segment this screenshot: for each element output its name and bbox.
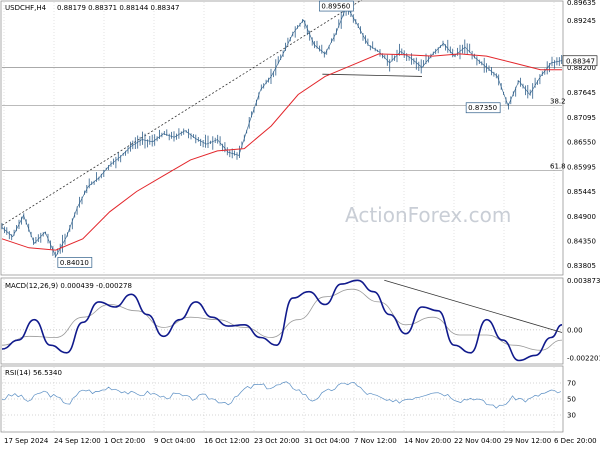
trend-line [1, 0, 363, 226]
price-axis: 0.89635 0.89245 0.88200 0.87645 0.87095 0.865… [567, 0, 596, 270]
price-tick-label: 0.83805 [567, 262, 596, 270]
price-callout-box [57, 257, 93, 268]
macd-trend-line [384, 279, 563, 333]
time-tick-label: 7 Nov 12:00 [354, 437, 397, 445]
price-tick-label: 0.87645 [567, 89, 596, 97]
rsi-tick-label: 50 [567, 396, 576, 404]
trend-line [322, 73, 423, 77]
time-tick-label: 24 Sep 12:00 [54, 437, 101, 445]
time-tick-label: 17 Sep 2024 [4, 437, 49, 445]
macd-tick-label: 0.00 [567, 326, 583, 334]
time-tick-label: 16 Oct 12:00 [204, 437, 250, 445]
fib-label: 38.2 [550, 98, 566, 106]
price-callout-box [319, 0, 354, 12]
price-tick-label: 0.85995 [567, 163, 596, 171]
time-tick-label: 6 Dec 20:00 [554, 437, 597, 445]
rsi-line [1, 381, 562, 409]
price-tick-label: 0.86550 [567, 138, 596, 146]
time-tick-label: 29 Nov 12:00 [504, 437, 551, 445]
price-callout-label: 0.87350 [468, 104, 497, 112]
macd-pane [0, 277, 564, 365]
rsi-axis: 70 50 30 [567, 380, 576, 420]
price-tick-label: 0.87095 [567, 114, 596, 122]
time-tick-label: 31 Oct 04:00 [304, 437, 350, 445]
price-line [1, 5, 563, 258]
price-callout-box [465, 102, 501, 114]
time-tick-label: 1 Oct 20:00 [104, 437, 145, 445]
ohlc-label: 0.88179 0.88371 0.88144 0.88347 [57, 4, 179, 12]
time-tick-label: 14 Nov 20:00 [404, 437, 451, 445]
price-series [1, 0, 563, 258]
time-axis: 17 Sep 2024 24 Sep 12:00 1 Oct 20:00 9 Oct … [4, 437, 597, 445]
time-tick-label: 22 Nov 04:00 [454, 437, 501, 445]
macd-header: MACD(12,26,9) 0.000439 -0.000278 [5, 282, 132, 290]
watermark: ActionForex.com [345, 203, 511, 227]
time-tick-label: 9 Oct 04:00 [154, 437, 195, 445]
rsi-header: RSI(14) 56.5340 [5, 369, 62, 377]
rsi-series [1, 381, 562, 416]
fib-label: 61.8 [550, 162, 566, 170]
price-annotations: 0.88347 0.89560 0.84010 0.87350 38.2 61.8 [57, 0, 598, 268]
macd-axis: 0.003873 0.00 -0.002201 [567, 277, 600, 362]
moving-average-line [1, 53, 562, 251]
price-tick-label: 0.88200 [567, 64, 596, 72]
price-tick-label: 0.89635 [567, 0, 596, 7]
price-tick-label: 0.89245 [567, 17, 596, 25]
price-pane [0, 0, 564, 276]
macd-tick-label: -0.002201 [567, 354, 600, 362]
last-price-box [562, 55, 598, 67]
rsi-tick-label: 70 [567, 380, 576, 388]
rsi-tick-label: 30 [567, 412, 576, 420]
price-trendlines [1, 0, 423, 226]
price-callout-label: 0.89560 [321, 3, 350, 11]
price-tick-label: 0.85445 [567, 188, 596, 196]
price-callout-label: 0.84010 [60, 259, 89, 267]
macd-series [1, 279, 563, 362]
last-price-label: 0.88347 [566, 57, 595, 65]
symbol-label: USDCHF,H4 [5, 4, 47, 12]
price-tick-label: 0.84350 [567, 238, 596, 246]
price-tick-label: 0.84900 [567, 213, 596, 221]
macd-line [1, 279, 563, 362]
macd-signal-line [1, 288, 563, 351]
time-tick-label: 23 Oct 20:00 [254, 437, 300, 445]
macd-tick-label: 0.003873 [567, 277, 600, 285]
